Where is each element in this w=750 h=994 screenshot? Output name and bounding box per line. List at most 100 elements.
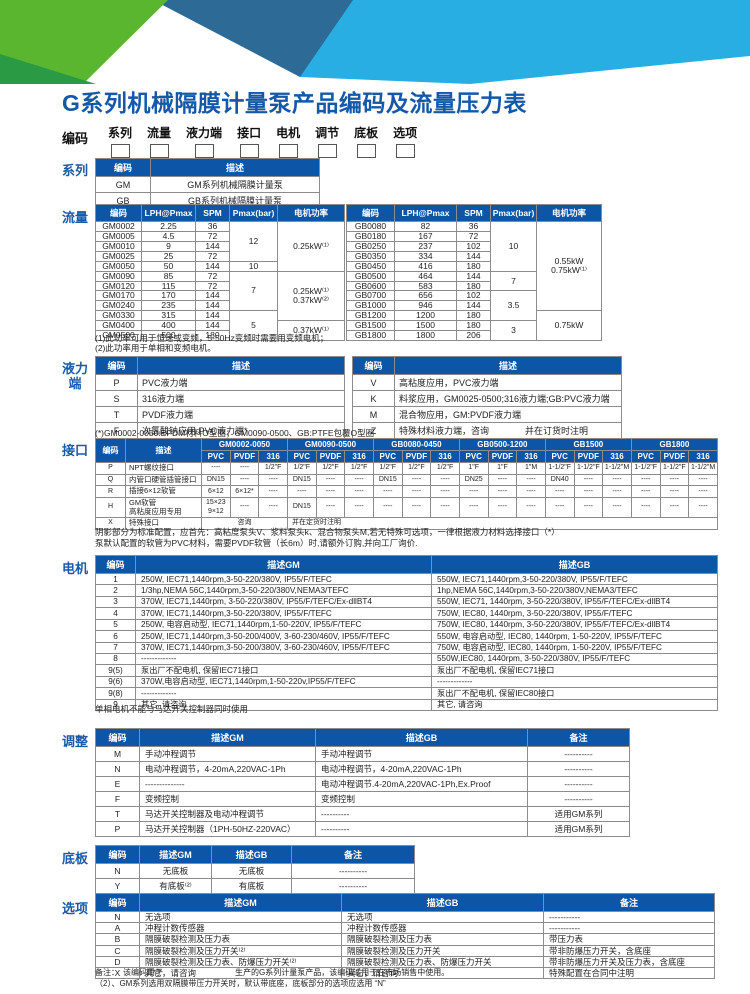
motor-note: 单相电机不能与马达开关控制器同时使用 <box>95 704 249 714</box>
table-cell: 6×12 <box>201 485 231 498</box>
header-row: 编码 描述GM 描述GB 备注 <box>95 893 715 912</box>
table-cell: 特殊接口 <box>125 517 202 530</box>
header-cell: PVDF <box>659 450 690 463</box>
header-cell: Pmax(bar) <box>490 204 537 222</box>
header-row: 编码 描述GM 描述GB <box>95 555 718 574</box>
table-cell: ---- <box>573 473 604 487</box>
table-cell: 144 <box>195 300 230 312</box>
table-cell: K <box>352 390 395 407</box>
table-cell: Q <box>95 473 126 487</box>
table-cell: 50 <box>141 260 196 272</box>
table-cell: 9 <box>141 240 196 252</box>
header-cell: LPH@Pmax <box>394 204 457 222</box>
table-row: S 316液力端 <box>95 390 345 407</box>
table-cell: P <box>95 821 140 837</box>
table-cell: ---- <box>229 462 260 475</box>
table-cell: 1500 <box>394 320 457 332</box>
header-cell: 316 <box>344 450 374 463</box>
table-cell: 237 <box>394 240 457 252</box>
table-cell: M <box>95 746 140 762</box>
table-cell: 206 <box>456 330 491 342</box>
table-cell: 36 <box>456 221 491 232</box>
header-cell: 编码 <box>95 356 138 375</box>
table-cell: ---- <box>430 473 460 487</box>
header-row: 编码 LPH@Pmax SPM Pmax(bar) 电机功率 <box>346 204 602 222</box>
header-cell: 描述GB <box>341 893 544 912</box>
table-cell: 特殊配置在合同中注明 <box>543 966 715 980</box>
table-row: N 电动冲程调节，4-20mA,220VAC-1Ph 电动冲程调节，4-20mA,2… <box>95 761 630 777</box>
table-row: GM0500 500 180 <box>95 330 345 342</box>
header-row: 编码 描述 <box>95 356 345 375</box>
banner-teal-shape <box>153 0 353 77</box>
table-cell: 102 <box>456 290 491 302</box>
table-cell: GM0010 <box>95 240 142 252</box>
table-cell: 7 <box>229 270 278 312</box>
table-cell: 1200 <box>394 310 457 322</box>
table-cell: 9(5) <box>95 664 136 677</box>
table-cell: 适用GM系列 <box>527 806 630 822</box>
table-cell: 315 <box>141 310 196 322</box>
table-cell: 180 <box>195 330 230 342</box>
table-cell: 隔膜破裂检测及压力表、防爆压力开关 <box>341 955 544 968</box>
table-cell: ----------- <box>543 922 715 935</box>
table-cell: 9(8) <box>95 687 136 700</box>
table-cell: 0.25kW⁽¹⁾ 0.37kW⁽²⁾ <box>277 270 345 322</box>
table-cell: 隔膜破裂检测及压力表 <box>341 933 544 946</box>
table-cell: ------------- <box>135 652 432 666</box>
table-cell: 946 <box>394 300 457 312</box>
table-cell: 85 <box>141 270 196 282</box>
table-cell: GM0090 <box>95 270 142 282</box>
table-cell: 无底板 <box>211 863 292 879</box>
table-cell: 有底板⁽²⁾ <box>139 878 212 894</box>
table-cell: 10 <box>229 260 278 272</box>
coding-field-interface: 接口 <box>237 124 261 158</box>
coding-field-label: 系列 <box>108 126 133 140</box>
table-row: GB1200 1200 180 0.75kW <box>346 310 602 342</box>
table-cell: 2.25 <box>141 221 196 232</box>
table-row: GM0400 400 144 0.37kW⁽¹⁾ <box>95 320 345 342</box>
table-row: Z 特殊材料液力端，咨询 并在订货时注明 <box>352 422 622 439</box>
table-cell: ---- <box>516 485 546 498</box>
table-cell: P <box>95 374 138 391</box>
table-cell: 1"F <box>458 462 489 475</box>
table-cell: 6×12* <box>229 485 260 498</box>
section-label-series: 系列 <box>62 163 89 178</box>
table-cell: GB0600 <box>346 280 395 292</box>
table-cell: DN15 <box>372 473 403 487</box>
table-cell: 102 <box>456 240 491 252</box>
table-cell: DN40 <box>544 473 575 487</box>
base-plate-table: 编码 描述GM 描述GB 备注 N 无底板 无底板 ---------- Y 有底板⁽²⁾ 有底板 -… <box>95 845 415 894</box>
table-cell: ---- <box>401 496 432 519</box>
table-row: Y 有底板⁽²⁾ 有底板 ---------- <box>95 878 415 894</box>
table-cell: 隔膜破裂检测及压力开关⁽²⁾ <box>139 944 342 957</box>
table-cell: 冲程计数传感器 <box>341 922 544 935</box>
table-cell: 170 <box>141 290 196 302</box>
coding-box <box>110 144 130 158</box>
header-cell: 316 <box>688 450 718 463</box>
table-cell: ---- <box>602 473 632 487</box>
table-cell: 550W, 电容启动型, IEC80, 1440rpm, 1-50-220V, … <box>431 630 718 643</box>
table-cell: GB1200 <box>346 310 395 322</box>
table-cell: 内管口硬管插管接口 <box>125 473 202 487</box>
header-cell: 编码 <box>346 204 395 222</box>
table-cell: 583 <box>394 280 457 292</box>
table-cell: C <box>95 944 140 957</box>
table-cell: 180 <box>456 260 491 272</box>
coding-field-label: 底板 <box>354 126 379 140</box>
section-label-base: 底板 <box>62 851 89 866</box>
table-cell: 370W,电容启动型, IEC71,1440rpm,1-50-220v,IP55… <box>135 675 432 689</box>
table-cell: ---- <box>286 485 317 498</box>
coding-box <box>239 144 259 158</box>
table-cell: 72 <box>456 230 491 242</box>
table-row: 9(6) 370W,电容启动型, IEC71,1440rpm,1-50-220v,… <box>95 675 718 689</box>
table-cell: 235 <box>141 300 196 312</box>
table-cell: 25 <box>141 250 196 262</box>
table-cell: D <box>95 955 140 968</box>
table-cell: 370W, IEC71,1440rpm, 3-50-220/380V, IP55… <box>135 595 432 609</box>
table-cell: 其它, 请咨询 <box>135 698 432 712</box>
header-cell: 描述GB <box>431 555 718 574</box>
table-cell: ---- <box>602 496 632 519</box>
header-cell: 描述GM <box>135 555 432 574</box>
table-cell: 7 <box>490 270 537 292</box>
coding-label: 编码 <box>62 131 89 146</box>
